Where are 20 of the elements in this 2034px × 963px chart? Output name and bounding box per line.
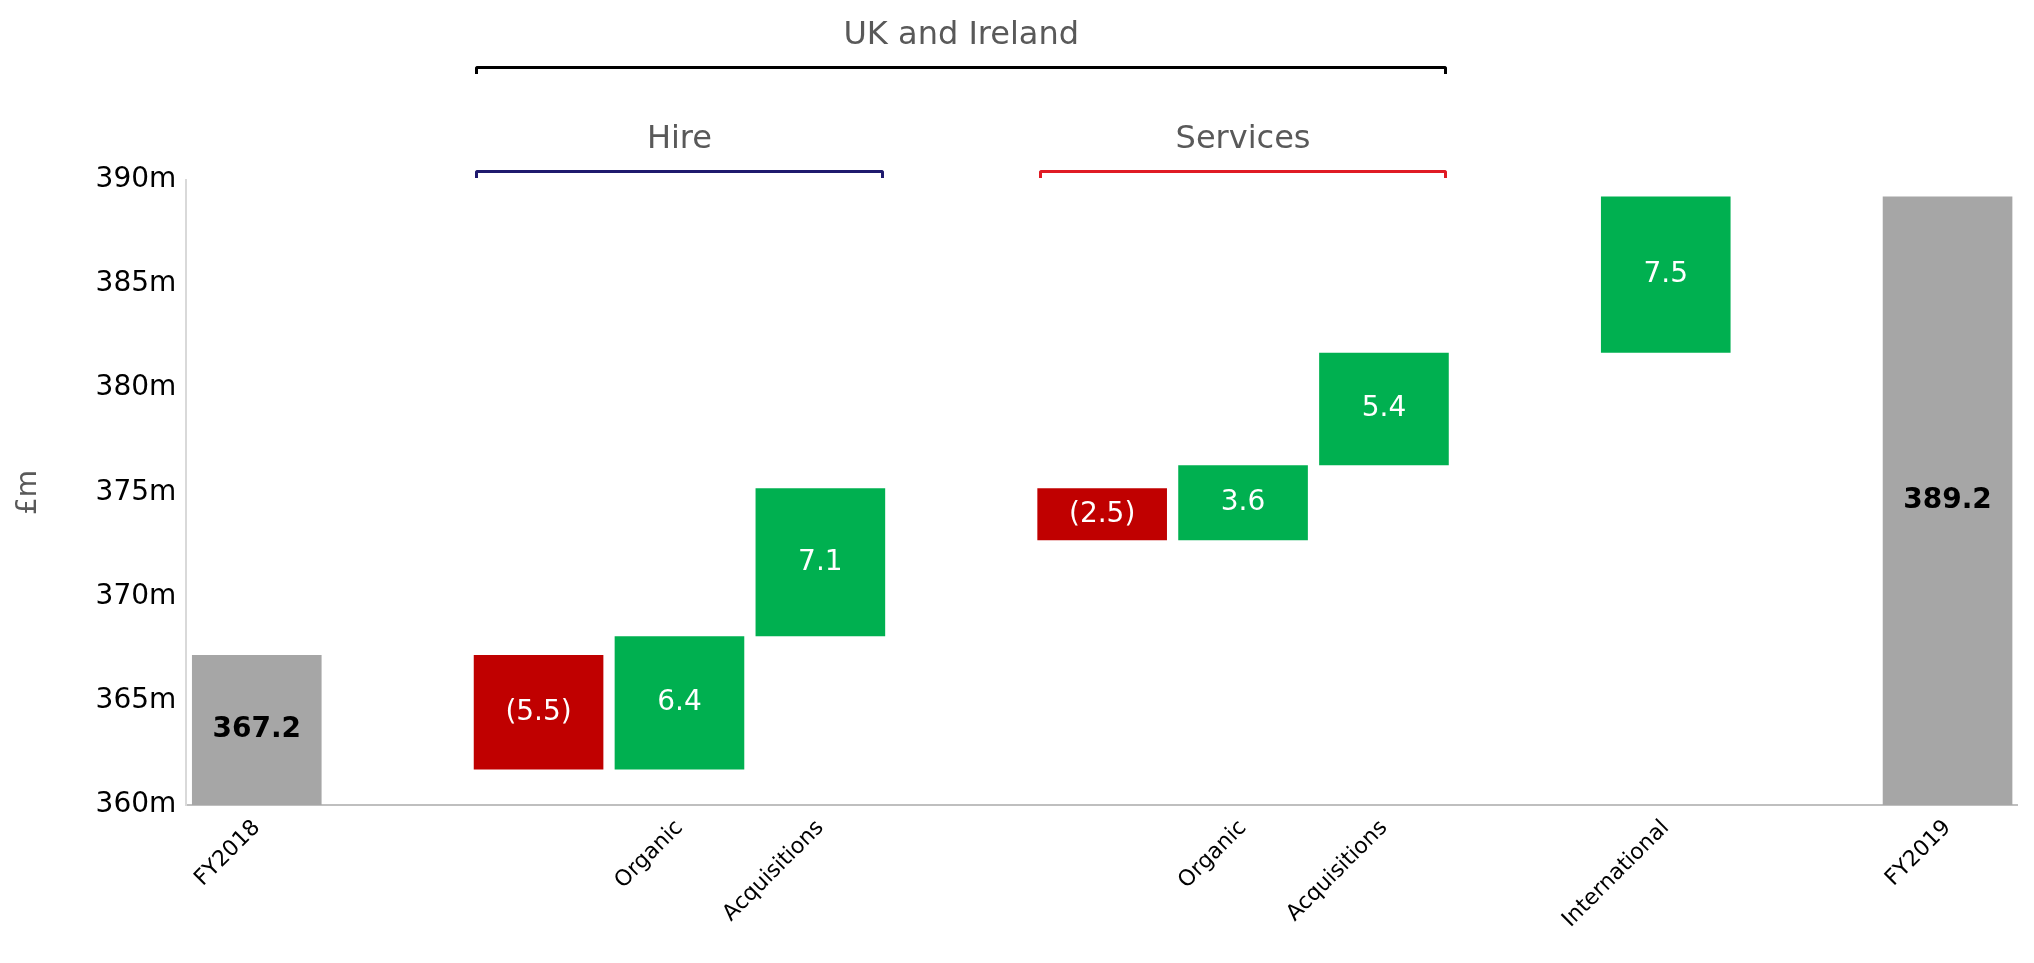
text: Services <box>1174 118 1312 156</box>
data-label: 367.2 <box>212 711 302 745</box>
text: Hire <box>645 118 713 156</box>
data-label: 6.4 <box>657 684 702 718</box>
y-axis-title: £m <box>10 469 44 515</box>
data-label: 7.1 <box>798 543 843 577</box>
y-tick-label: 385m <box>95 265 177 299</box>
data-label: (5.5) <box>505 693 572 727</box>
y-tick-label: 380m <box>95 369 177 403</box>
y-tick-label: 365m <box>95 682 177 716</box>
y-tick-label: 375m <box>95 473 177 507</box>
data-label: 7.5 <box>1643 255 1689 289</box>
text: UK and Ireland <box>842 14 1081 52</box>
data-label: (2.5) <box>1068 495 1136 529</box>
data-label: 3.6 <box>1220 484 1266 518</box>
y-tick-label: 390m <box>95 161 177 195</box>
data-label: 5.4 <box>1361 390 1407 424</box>
y-tick-label: 360m <box>95 786 177 820</box>
y-tick-label: 370m <box>95 577 177 611</box>
data-label: 389.2 <box>1903 482 1992 516</box>
